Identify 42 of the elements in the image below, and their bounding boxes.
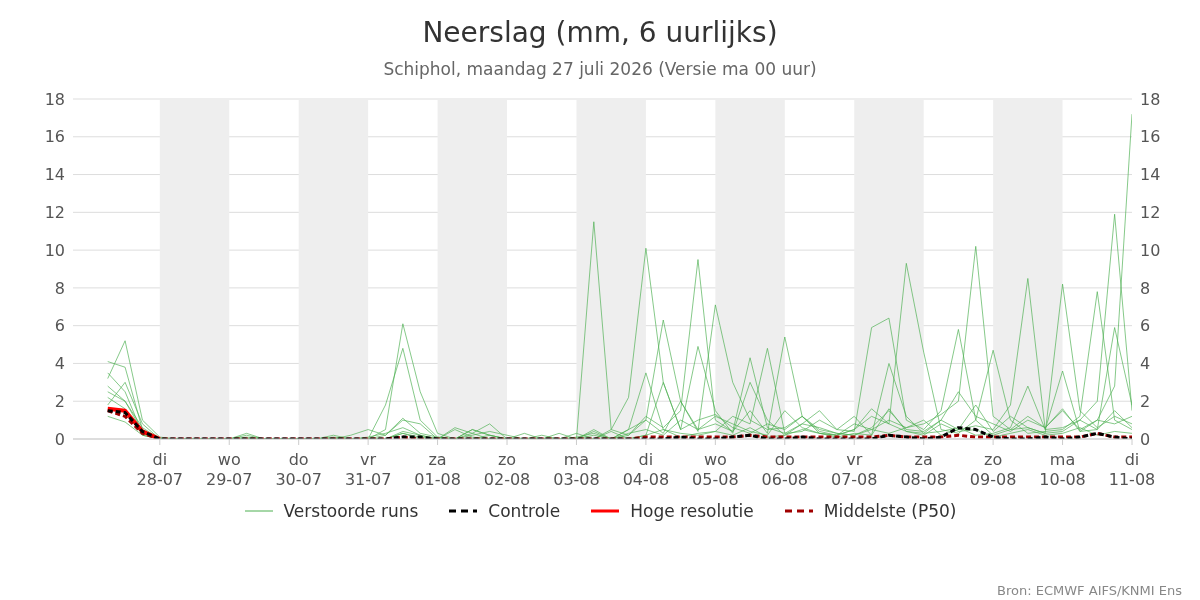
y2-tick-label: 8 [1140,278,1151,298]
text: Bron: ECMWF AIFS/KNMI Ens [997,583,1182,598]
x-tick-label: zo 09-08 [969,450,1017,489]
legend-label: Controle [487,501,561,521]
x-tick-label: di 04-08 [622,450,670,489]
y-tick-label: 2 [54,391,65,411]
y2-tick-label: 16 [1140,127,1161,147]
y2-tick-label: 0 [1140,429,1151,449]
y-tick-label: 16 [44,127,65,147]
y2-tick-label: 4 [1140,354,1151,374]
x-tick-label: vr 07-08 [830,450,878,489]
x-tick-label: do 06-08 [761,450,809,489]
y2-tick-label: 18 [1140,89,1161,109]
x-tick-label: vr 31-07 [344,450,392,489]
y2-tick-label: 10 [1140,240,1161,260]
chart-title: Neerslag (mm, 6 uurlijks) [421,16,779,49]
x-tick-label: za 01-08 [414,450,461,489]
y-tick-label: 18 [44,89,65,109]
x-tick-label: do 30-07 [275,450,322,489]
y-tick-label: 0 [54,429,65,449]
x-tick-label: zo 02-08 [483,450,531,489]
x-tick-label: wo 29-07 [206,450,253,489]
y-tick-label: 12 [44,203,65,223]
y-tick-label: 6 [54,316,65,336]
y2-tick-label: 6 [1140,316,1151,336]
x-tick-label: za 08-08 [900,450,947,489]
x-tick-label: wo 05-08 [692,450,739,489]
legend-label: Middelste (P50) [822,501,957,521]
y2-tick-label: 12 [1140,203,1161,223]
y-tick-label: 8 [54,278,65,298]
x-tick-label: ma 10-08 [1039,450,1086,489]
y-tick-label: 10 [44,240,65,260]
chart-subtitle: Schiphol, maandag 27 juli 2026 (Versie ma 00 uur) [382,59,818,79]
y-tick-label: 14 [44,165,65,185]
x-tick-label: di 28-07 [136,450,184,489]
y2-tick-label: 14 [1140,165,1161,185]
x-tick-label: ma 03-08 [553,450,600,489]
y-tick-label: 4 [54,354,65,374]
legend-label: Verstoorde runs [282,501,419,521]
legend-label: Hoge resolutie [629,501,754,521]
y2-tick-label: 2 [1140,391,1151,411]
x-tick-label: di 11-08 [1108,450,1156,489]
